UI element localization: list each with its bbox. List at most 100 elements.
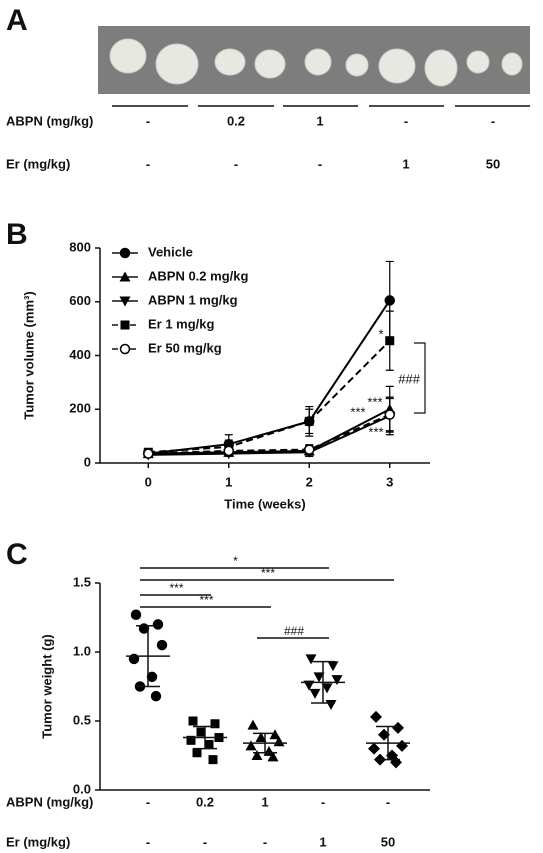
y-tick-label: 0.5 (73, 712, 91, 727)
row-value: - (146, 156, 150, 171)
marker (156, 639, 168, 651)
y-tick-label: 600 (69, 293, 91, 308)
marker (303, 680, 315, 691)
marker (321, 683, 333, 694)
row-value: 50 (381, 834, 395, 849)
legend-label: Er 1 mg/kg (148, 316, 215, 331)
row-value: 0.2 (227, 113, 245, 128)
y-axis-label: Tumor volume (mm³) (21, 291, 36, 419)
series-line (148, 299, 391, 455)
marker (204, 739, 214, 749)
x-tick-label: 2 (306, 474, 313, 489)
legend-label: Vehicle (148, 244, 193, 259)
marker (385, 336, 395, 346)
y-tick-label: 0 (84, 454, 91, 469)
error-bar (311, 660, 335, 704)
marker (378, 728, 390, 741)
marker (384, 295, 396, 306)
marker (192, 748, 202, 758)
significance: ### (398, 371, 420, 386)
significance: * (378, 326, 383, 341)
row-value: 1 (261, 794, 268, 809)
error-bar (376, 725, 400, 761)
marker (370, 710, 382, 723)
row-value: 0.2 (196, 794, 214, 809)
legend-marker (119, 343, 131, 355)
bracket (414, 342, 426, 414)
marker (223, 445, 235, 457)
marker (130, 609, 142, 620)
marker (188, 716, 198, 726)
row-value: - (404, 113, 408, 128)
panel-letter: C (6, 538, 28, 571)
row-value: 50 (486, 156, 500, 171)
marker (251, 750, 263, 760)
legend-marker (119, 247, 131, 259)
row-value: - (386, 794, 390, 809)
row-value: 1 (319, 834, 326, 849)
row-value: - (321, 794, 325, 809)
y-tick-label: 200 (69, 401, 91, 416)
legend-marker (119, 296, 131, 307)
significance: *** (368, 424, 383, 439)
row-label: ABPN (mg/kg) (6, 794, 93, 809)
marker (146, 671, 158, 683)
panel-letter: A (6, 4, 28, 37)
significance: * (233, 554, 238, 568)
marker (267, 751, 279, 762)
row-value: - (146, 834, 150, 849)
marker (245, 740, 257, 751)
row-label: ABPN (mg/kg) (6, 113, 93, 128)
row-value: - (146, 113, 150, 128)
x-tick-label: 0 (145, 474, 152, 489)
marker (208, 755, 218, 765)
y-tick-label: 400 (69, 347, 91, 362)
significance: *** (350, 404, 365, 419)
series-line (148, 340, 391, 454)
row-value: 1 (402, 156, 409, 171)
significance: *** (261, 566, 275, 580)
row-value: - (146, 794, 150, 809)
y-axis-label: Tumor weight (g) (39, 634, 54, 738)
series-line (148, 408, 391, 455)
row-value: 1 (316, 113, 323, 128)
marker (313, 672, 325, 683)
y-tick-label: 0.0 (73, 781, 91, 796)
marker (368, 742, 380, 755)
significance: *** (169, 581, 183, 595)
x-axis-label: Time (weeks) (224, 496, 305, 511)
row-value: - (263, 834, 267, 849)
error-bar (193, 725, 217, 750)
marker (247, 719, 259, 730)
y-tick-label: 1.0 (73, 643, 91, 658)
marker (384, 409, 396, 420)
significance: *** (367, 394, 382, 409)
row-value: - (203, 834, 207, 849)
y-tick-label: 800 (69, 239, 91, 254)
legend-label: Er 50 mg/kg (148, 340, 222, 355)
marker (269, 729, 281, 740)
significance: *** (199, 593, 213, 607)
marker (304, 444, 315, 455)
marker (152, 619, 164, 630)
row-label: Er (mg/kg) (6, 156, 70, 171)
row-value: - (234, 156, 238, 171)
x-tick-label: 1 (225, 474, 232, 489)
error-bar (253, 732, 277, 754)
row-value: - (318, 156, 322, 171)
legend-marker (120, 320, 130, 330)
series-line (148, 413, 391, 455)
panel-letter: B (6, 218, 28, 251)
y-tick-label: 1.5 (73, 574, 91, 589)
x-tick-label: 3 (386, 474, 393, 489)
error-bar (136, 625, 160, 688)
row-value: - (491, 113, 495, 128)
marker (196, 727, 206, 737)
marker (396, 739, 408, 752)
row-label: Er (mg/kg) (6, 834, 70, 849)
legend-label: ABPN 1 mg/kg (148, 292, 238, 307)
tumors (109, 38, 523, 87)
marker (304, 416, 314, 426)
legend-label: ABPN 0.2 mg/kg (148, 268, 248, 283)
